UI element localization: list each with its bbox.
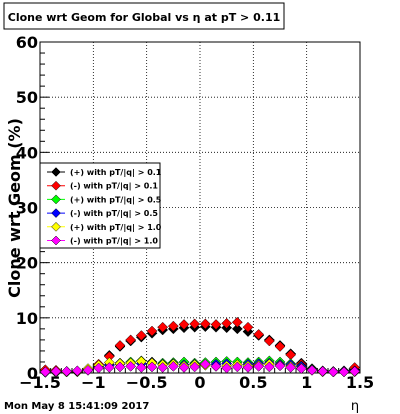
data-point	[125, 334, 137, 346]
data-point	[114, 361, 126, 373]
data-point	[178, 319, 190, 330]
x-tick-label: 1.5	[346, 373, 374, 392]
data-point	[61, 365, 73, 377]
x-tick-label: −0.5	[126, 373, 168, 392]
data-point	[199, 358, 211, 370]
x-tick-label: 0.5	[239, 373, 267, 392]
data-point	[199, 318, 211, 330]
legend-marker	[51, 208, 61, 218]
data-point	[317, 365, 329, 377]
legend-label: (-) with pT/|q| > 0.1	[70, 182, 158, 191]
legend-label: (-) with pT/|q| > 0.5	[70, 209, 158, 218]
x-axis-label: η	[351, 399, 359, 414]
data-point	[231, 316, 243, 328]
data-point	[178, 362, 190, 373]
data-point	[285, 362, 297, 373]
data-point	[231, 323, 243, 335]
legend-item: (-) with pT/|q| > 0.1	[47, 180, 158, 191]
y-axis-label: Clone wrt Geom (%)	[5, 118, 24, 298]
x-tick-label: −1.5	[19, 373, 61, 392]
data-point	[274, 341, 286, 352]
data-point	[210, 319, 222, 330]
legend-item: (+) with pT/|q| > 0.1	[47, 167, 162, 177]
series-6	[39, 358, 361, 378]
y-tick-label: 0	[27, 364, 38, 383]
data-point	[349, 365, 361, 377]
data-point	[82, 364, 94, 376]
data-point	[135, 362, 147, 373]
y-tick-label: 20	[16, 254, 38, 273]
timestamp: Mon May 8 15:41:09 2017	[4, 401, 149, 412]
legend-marker	[51, 235, 61, 246]
legend-box	[39, 162, 161, 249]
data-point	[125, 361, 137, 372]
data-point	[157, 362, 169, 373]
y-tick-label: 40	[16, 143, 38, 162]
data-marks	[39, 316, 361, 378]
data-point	[71, 365, 83, 377]
data-point	[189, 318, 201, 330]
chart-title-box: Clone wrt Geom for Global vs η at pT > 0…	[3, 2, 285, 30]
data-point	[295, 363, 307, 374]
x-tick-label: 0	[194, 373, 205, 392]
legend-marker	[51, 221, 61, 232]
legend-label: (+) with pT/|q| > 0.1	[70, 168, 162, 177]
y-tick-label: 60	[16, 33, 38, 52]
data-point	[157, 321, 169, 333]
axes: −1.5 −1 −0.5 0 0.5 1 1.5 0 10 20 30 40 50 60	[16, 33, 374, 392]
data-point	[167, 361, 179, 372]
data-point	[50, 365, 62, 377]
data-point	[221, 362, 233, 374]
data-point	[327, 366, 339, 378]
data-point	[189, 361, 201, 373]
data-point	[146, 361, 158, 373]
legend-item: (+) with pT/|q| > 0.5	[47, 194, 162, 205]
data-point	[103, 362, 115, 373]
data-point	[210, 361, 222, 372]
data-point	[263, 361, 275, 373]
legend-label: (-) with pT/|q| > 1.0	[70, 237, 158, 246]
y-tick-label: 10	[16, 309, 38, 328]
legend-item: (-) with pT/|q| > 1.0	[47, 235, 158, 246]
data-point	[231, 361, 243, 373]
x-tick-label: −1	[81, 373, 106, 392]
x-tick-label: 1	[301, 373, 312, 392]
data-point	[167, 320, 179, 332]
data-point	[338, 366, 350, 378]
data-point	[146, 325, 158, 337]
legend-label: (+) with pT/|q| > 1.0	[70, 223, 162, 232]
legend-marker	[51, 194, 61, 205]
data-point	[135, 330, 147, 341]
data-point	[221, 317, 233, 329]
data-point	[39, 366, 51, 378]
data-point	[114, 340, 126, 351]
legend-label: (+) with pT/|q| > 0.5	[70, 195, 162, 204]
data-point	[93, 362, 105, 374]
data-point	[263, 335, 275, 347]
data-point	[274, 360, 286, 372]
data-point	[306, 364, 318, 376]
y-tick-label: 50	[16, 88, 38, 107]
legend-item: (+) with pT/|q| > 1.0	[47, 221, 162, 232]
legend: (+) with pT/|q| > 0.1 (-) with pT/|q| > 0…	[39, 162, 162, 249]
legend-item: (-) with pT/|q| > 0.5	[47, 208, 158, 218]
data-point	[253, 361, 265, 372]
data-point	[242, 321, 254, 333]
data-point	[253, 329, 265, 340]
chart-title: Clone wrt Geom for Global vs η at pT > 0…	[8, 11, 281, 24]
y-tick-label: 30	[16, 199, 38, 218]
legend-marker	[51, 180, 61, 191]
legend-marker	[51, 167, 61, 177]
data-point	[242, 362, 254, 373]
